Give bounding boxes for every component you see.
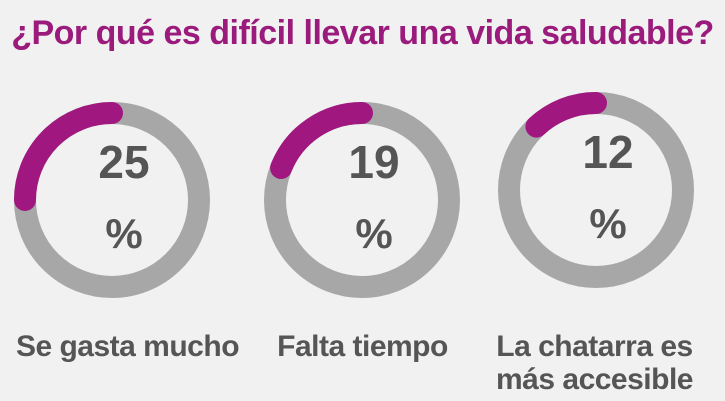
- donut-2: 19%: [264, 102, 460, 298]
- category-label-2-line-1: Falta tiempo: [277, 330, 448, 363]
- category-label-3: La chatarra es más accesible: [472, 330, 717, 396]
- category-label-1-line-1: Se gasta mucho: [15, 330, 240, 363]
- value-percent-sign-2: %: [355, 210, 392, 257]
- category-label-3-line-2: más accesible: [496, 363, 693, 396]
- value-percent-sign-1: %: [105, 210, 142, 257]
- donut-value-arc-3: [525, 92, 607, 138]
- value-number-2: 19: [348, 136, 399, 188]
- chart-title: ¿Por qué es difícil llevar una vida salu…: [11, 14, 714, 52]
- value-percent-sign-3: %: [589, 200, 626, 247]
- category-label-1: Se gasta mucho: [5, 330, 250, 363]
- donut-value-arc-2: [270, 102, 373, 179]
- donut-value-arc-1: [14, 102, 123, 211]
- donut-1: 25%: [14, 102, 210, 298]
- value-number-3: 12: [582, 126, 633, 178]
- category-label-2: Falta tiempo: [240, 330, 485, 363]
- value-number-1: 25: [98, 136, 149, 188]
- category-label-3-line-1: La chatarra es: [496, 330, 693, 363]
- donut-3: 12%: [498, 92, 694, 288]
